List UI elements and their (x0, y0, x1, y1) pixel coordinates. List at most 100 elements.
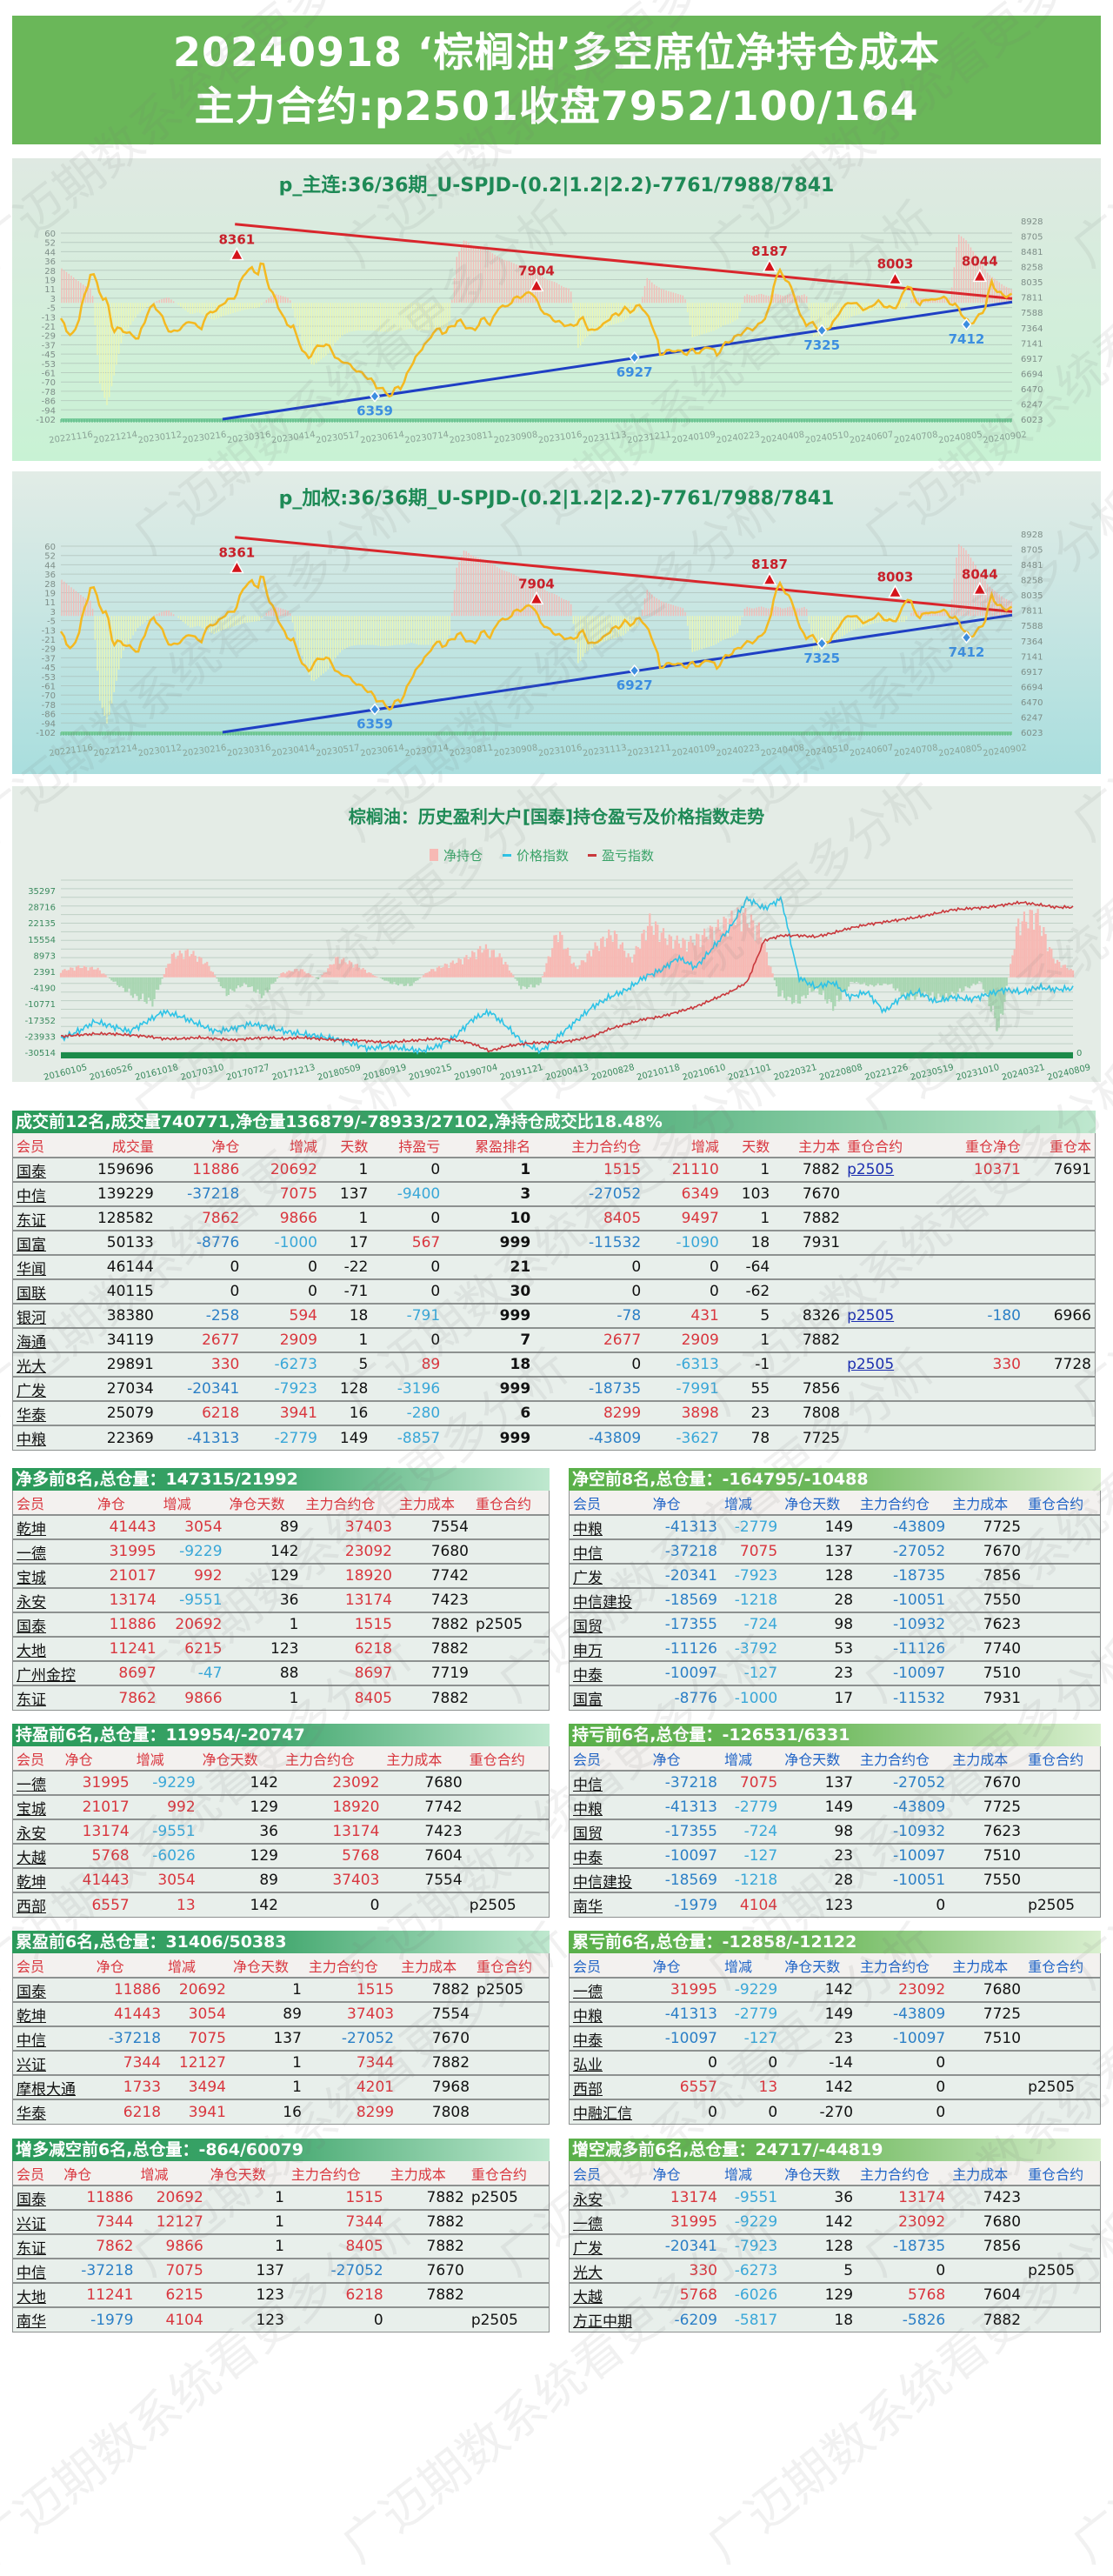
member-name-link[interactable]: 国联 (13, 1278, 66, 1304)
member-name-link[interactable]: 国贸 (570, 1612, 650, 1637)
y-tick-right: 7588 (1021, 309, 1043, 318)
member-name-link[interactable]: 西部 (570, 2074, 650, 2099)
member-name-link[interactable]: 银河 (13, 1303, 66, 1328)
member-name-link[interactable]: 方正中期 (570, 2306, 650, 2332)
member-name-link[interactable]: 中泰 (570, 1660, 650, 1685)
member-name-link[interactable]: 国贸 (570, 1819, 650, 1844)
member-name-link[interactable]: 中信 (13, 2258, 61, 2283)
member-name-link[interactable]: 中泰 (570, 1843, 650, 1868)
member-name-link[interactable]: 广发 (570, 2233, 650, 2259)
member-name-link[interactable]: 摩根大通 (13, 2074, 93, 2099)
member-name-link[interactable]: 弘业 (570, 2050, 650, 2075)
table-cell: 7670 (397, 2025, 474, 2051)
member-name-link[interactable]: 光大 (570, 2258, 650, 2283)
table-cell: 3054 (132, 1867, 199, 1892)
member-name-link[interactable]: 华泰 (13, 2099, 93, 2124)
member-name-link[interactable]: 海通 (13, 1327, 66, 1352)
member-name-link[interactable]: 宝城 (13, 1794, 62, 1819)
member-name-link[interactable]: 申万 (570, 1636, 650, 1661)
table-cell: 7882 (773, 1327, 844, 1352)
table-cell: 7344 (92, 2050, 165, 2075)
member-name-link[interactable]: 中粮 (570, 1514, 650, 1539)
member-name-link[interactable]: 东证 (13, 1205, 66, 1231)
high-label: 8003 (877, 257, 914, 272)
member-name-link[interactable]: 华闻 (13, 1254, 66, 1279)
member-name-link[interactable]: 东证 (13, 2233, 61, 2259)
member-name-link[interactable]: 中信建投 (570, 1867, 650, 1892)
member-name-link[interactable]: 中粮 (570, 1794, 650, 1819)
member-name-link[interactable]: 大越 (570, 2282, 650, 2307)
member-name-link[interactable]: 中信建投 (570, 1587, 650, 1612)
net-short-table: 会员 净仓 增减 净仓天数 主力合约仓 主力成本 重仓合约 中粮 -41313 -2779 149-… (570, 1491, 1100, 1710)
y-tick-left: -102 (36, 416, 56, 425)
table-cell: -43809 (856, 1514, 950, 1539)
member-name-link[interactable]: 国富 (13, 1230, 66, 1255)
table-row: 一德 31995 -9229 142 23092 7680 (570, 1977, 1100, 2002)
table-cell: 37403 (304, 2001, 398, 2026)
member-name-link[interactable]: 中粮 (570, 2001, 650, 2026)
member-name-link[interactable]: 兴证 (13, 2050, 93, 2075)
member-name-link[interactable]: 国泰 (13, 1157, 66, 1182)
member-name-link[interactable]: 广州金控 (13, 1660, 94, 1685)
member-name-link[interactable]: 中信 (570, 1770, 650, 1795)
column-header: 主力合约仓 (860, 1495, 930, 1512)
member-name-link[interactable]: 东证 (13, 1685, 94, 1710)
table-cell: 7691 (1023, 1157, 1095, 1182)
heavy-contract-link[interactable]: p2505 (843, 1351, 935, 1377)
heavy-contract (471, 1660, 549, 1685)
member-name-link[interactable]: 永安 (13, 1587, 94, 1612)
table-cell: 7075 (720, 1538, 782, 1564)
member-name-link[interactable]: 大越 (13, 1843, 62, 1868)
member-name-link[interactable]: 中信 (13, 2025, 93, 2051)
member-name-link[interactable]: 国富 (570, 1685, 650, 1710)
member-name-link[interactable]: 永安 (13, 1819, 62, 1844)
member-name-link[interactable]: 西部 (13, 1892, 62, 1917)
member-name-link[interactable]: 中信 (13, 1181, 66, 1206)
member-name-link[interactable]: 乾坤 (13, 1867, 62, 1892)
heavy-contract-link[interactable]: p2505 (843, 1303, 935, 1328)
member-name-link[interactable]: 兴证 (13, 2209, 61, 2234)
table-cell (949, 2258, 1025, 2283)
member-name-link[interactable]: 宝城 (13, 1563, 94, 1588)
member-name-link[interactable]: 永安 (570, 2185, 650, 2210)
member-name-link[interactable]: 中信 (570, 1538, 650, 1564)
x-tick: 20230714 (404, 744, 450, 759)
chart-main-continuous-svg: p_主连:36/36期_U-SPJD-(0.2|1.2|2.2)-7761/79… (36, 174, 1043, 446)
table-cell: 7882 (397, 1977, 474, 2002)
member-name-link[interactable]: 国泰 (13, 1977, 93, 2002)
member-name-link[interactable]: 广发 (570, 1563, 650, 1588)
member-name-link[interactable]: 乾坤 (13, 1514, 94, 1539)
member-name-link[interactable]: 一德 (570, 2209, 650, 2234)
member-name-link[interactable]: 大地 (13, 1636, 94, 1661)
table-cell: 992 (132, 1794, 199, 1819)
member-name-link[interactable]: 国泰 (13, 2185, 61, 2210)
member-name-link[interactable]: 广发 (13, 1376, 66, 1401)
hold-profit-table: 会员 净仓 增减 净仓天数 主力合约仓 主力成本 重仓合约 一德 31995 -9229 142 23… (13, 1746, 549, 1917)
table-cell: 6966 (1023, 1303, 1095, 1328)
member-name-link[interactable]: 南华 (570, 1892, 650, 1917)
member-name-link[interactable]: 国泰 (13, 1612, 94, 1637)
heavy-contract: p2505 (1024, 2258, 1100, 2283)
member-name-link[interactable]: 华泰 (13, 1400, 66, 1425)
table-cell: 0 (644, 1254, 723, 1279)
table-cell: 5768 (61, 1843, 133, 1868)
member-name-link[interactable]: 一德 (570, 1977, 650, 2002)
table-cell: -18569 (649, 1867, 721, 1892)
y-tick-left: -10771 (25, 1000, 56, 1010)
heavy-contract-link[interactable]: p2505 (843, 1157, 935, 1182)
member-name-link[interactable]: 光大 (13, 1351, 66, 1377)
member-name-link[interactable]: 大地 (13, 2282, 61, 2307)
heavy-contract (1024, 2185, 1100, 2210)
member-name-link[interactable]: 一德 (13, 1770, 62, 1795)
table-row: 南华 -1979 4104 123 0 p2505 (13, 2306, 549, 2332)
table-title: 增多减空前6名,总仓量：-864/60079 (12, 2139, 550, 2161)
member-name-link[interactable]: 中融汇信 (570, 2099, 650, 2124)
table-cell: 1 (320, 1157, 372, 1182)
column-header: 重仓合约 (847, 1138, 903, 1155)
member-name-link[interactable]: 一德 (13, 1538, 94, 1564)
member-name-link[interactable]: 南华 (13, 2306, 61, 2332)
member-name-link[interactable]: 乾坤 (13, 2001, 93, 2026)
table-row: 中泰 -10097 -127 23 -10097 7510 (570, 2025, 1100, 2051)
member-name-link[interactable]: 中粮 (13, 1425, 66, 1450)
member-name-link[interactable]: 中泰 (570, 2025, 650, 2051)
